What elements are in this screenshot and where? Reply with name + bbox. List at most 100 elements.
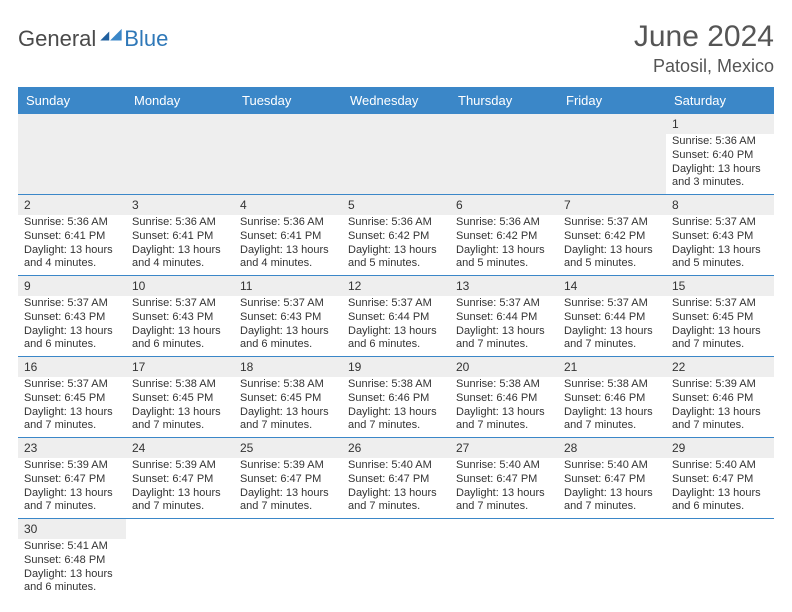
day-info: Sunrise: 5:36 AMSunset: 6:42 PMDaylight:…: [348, 216, 444, 271]
day-number-row: 10: [126, 276, 234, 296]
day-info: Sunrise: 5:36 AMSunset: 6:41 PMDaylight:…: [132, 216, 228, 271]
empty-cell: [558, 519, 666, 599]
empty-cell: [450, 519, 558, 599]
day-number: 15: [672, 279, 685, 293]
day-number: 17: [132, 360, 145, 374]
daylight-text: Daylight: 13 hours and 6 minutes.: [24, 325, 120, 353]
daylight-text: Daylight: 13 hours and 7 minutes.: [132, 406, 228, 434]
day-number: 20: [456, 360, 469, 374]
day-cell: 5 Sunrise: 5:36 AMSunset: 6:42 PMDaylight…: [342, 195, 450, 275]
sunrise-text: Sunrise: 5:37 AM: [24, 297, 120, 311]
daylight-text: Daylight: 13 hours and 6 minutes.: [672, 487, 768, 515]
day-cell: 12Sunrise: 5:37 AMSunset: 6:44 PMDayligh…: [342, 276, 450, 356]
day-number-row: 15: [666, 276, 774, 296]
day-cell: 19Sunrise: 5:38 AMSunset: 6:46 PMDayligh…: [342, 357, 450, 437]
day-info: Sunrise: 5:40 AMSunset: 6:47 PMDaylight:…: [564, 459, 660, 514]
day-number: 18: [240, 360, 253, 374]
sunrise-text: Sunrise: 5:41 AM: [24, 540, 120, 554]
day-number: 9: [24, 279, 31, 293]
day-number-row: 6: [450, 195, 558, 215]
day-number: 5: [348, 198, 355, 212]
day-number: 14: [564, 279, 577, 293]
day-cell: 15 Sunrise: 5:37 AMSunset: 6:45 PMDayligh…: [666, 276, 774, 356]
day-number-row: 1: [666, 114, 774, 134]
empty-cell: [234, 114, 342, 194]
sunset-text: Sunset: 6:40 PM: [672, 149, 768, 163]
day-number: 11: [240, 279, 252, 293]
day-number: 1: [672, 117, 679, 131]
sunrise-text: Sunrise: 5:37 AM: [348, 297, 444, 311]
daylight-text: Daylight: 13 hours and 5 minutes.: [564, 244, 660, 272]
sunset-text: Sunset: 6:47 PM: [24, 473, 120, 487]
day-number: 21: [564, 360, 577, 374]
sunset-text: Sunset: 6:42 PM: [564, 230, 660, 244]
sunset-text: Sunset: 6:41 PM: [132, 230, 228, 244]
day-number-row: 14: [558, 276, 666, 296]
day-info: Sunrise: 5:37 AMSunset: 6:44 PMDaylight:…: [564, 297, 660, 352]
weekday-header: Thursday: [450, 87, 558, 114]
sunset-text: Sunset: 6:44 PM: [564, 311, 660, 325]
day-number-row: 27: [450, 438, 558, 458]
sunset-text: Sunset: 6:47 PM: [456, 473, 552, 487]
day-number: 2: [24, 198, 31, 212]
sunset-text: Sunset: 6:47 PM: [240, 473, 336, 487]
daylight-text: Daylight: 13 hours and 3 minutes.: [672, 163, 768, 191]
daylight-text: Daylight: 13 hours and 6 minutes.: [348, 325, 444, 353]
location: Patosil, Mexico: [634, 56, 774, 77]
day-info: Sunrise: 5:37 AMSunset: 6:45 PMDaylight:…: [672, 297, 768, 352]
day-cell: 3Sunrise: 5:36 AMSunset: 6:41 PMDaylight…: [126, 195, 234, 275]
day-number: 7: [564, 198, 571, 212]
day-cell: 4Sunrise: 5:36 AMSunset: 6:41 PMDaylight…: [234, 195, 342, 275]
daylight-text: Daylight: 13 hours and 7 minutes.: [348, 406, 444, 434]
daylight-text: Daylight: 13 hours and 7 minutes.: [456, 325, 552, 353]
logo-text-general: General: [18, 26, 96, 52]
empty-cell: [18, 114, 126, 194]
day-info: Sunrise: 5:36 AMSunset: 6:40 PMDaylight:…: [672, 135, 768, 190]
daylight-text: Daylight: 13 hours and 7 minutes.: [24, 406, 120, 434]
sunset-text: Sunset: 6:47 PM: [672, 473, 768, 487]
sunset-text: Sunset: 6:46 PM: [564, 392, 660, 406]
daylight-text: Daylight: 13 hours and 6 minutes.: [132, 325, 228, 353]
daylight-text: Daylight: 13 hours and 7 minutes.: [564, 406, 660, 434]
day-cell: 25 Sunrise: 5:39 AMSunset: 6:47 PMDayligh…: [234, 438, 342, 518]
day-cell: 24Sunrise: 5:39 AMSunset: 6:47 PMDayligh…: [126, 438, 234, 518]
weekday-header-row: Sunday Monday Tuesday Wednesday Thursday…: [18, 87, 774, 114]
daylight-text: Daylight: 13 hours and 7 minutes.: [456, 406, 552, 434]
daylight-text: Daylight: 13 hours and 7 minutes.: [564, 487, 660, 515]
sunset-text: Sunset: 6:46 PM: [456, 392, 552, 406]
sunset-text: Sunset: 6:41 PM: [24, 230, 120, 244]
day-info: Sunrise: 5:38 AMSunset: 6:45 PMDaylight:…: [132, 378, 228, 433]
sunrise-text: Sunrise: 5:36 AM: [132, 216, 228, 230]
day-number-row: 25: [234, 438, 342, 458]
sunset-text: Sunset: 6:43 PM: [240, 311, 336, 325]
day-number-row: 22: [666, 357, 774, 377]
day-number-row: 11: [234, 276, 342, 296]
sunset-text: Sunset: 6:41 PM: [240, 230, 336, 244]
day-info: Sunrise: 5:39 AMSunset: 6:47 PMDaylight:…: [240, 459, 336, 514]
sunset-text: Sunset: 6:42 PM: [456, 230, 552, 244]
daylight-text: Daylight: 13 hours and 7 minutes.: [672, 325, 768, 353]
daylight-text: Daylight: 13 hours and 6 minutes.: [240, 325, 336, 353]
day-number-row: 7: [558, 195, 666, 215]
sunrise-text: Sunrise: 5:38 AM: [456, 378, 552, 392]
day-cell: 7Sunrise: 5:37 AMSunset: 6:42 PMDaylight…: [558, 195, 666, 275]
calendar: Sunday Monday Tuesday Wednesday Thursday…: [18, 87, 774, 599]
day-cell: 11Sunrise: 5:37 AMSunset: 6:43 PMDayligh…: [234, 276, 342, 356]
day-number: 25: [240, 441, 253, 455]
day-info: Sunrise: 5:38 AMSunset: 6:46 PMDaylight:…: [456, 378, 552, 433]
sunrise-text: Sunrise: 5:38 AM: [348, 378, 444, 392]
day-number-row: 4: [234, 195, 342, 215]
daylight-text: Daylight: 13 hours and 4 minutes.: [132, 244, 228, 272]
day-cell: 2 Sunrise: 5:36 AMSunset: 6:41 PMDaylight…: [18, 195, 126, 275]
day-number-row: 16: [18, 357, 126, 377]
day-info: Sunrise: 5:37 AMSunset: 6:43 PMDaylight:…: [132, 297, 228, 352]
sunrise-text: Sunrise: 5:38 AM: [132, 378, 228, 392]
day-number: 30: [24, 522, 37, 536]
daylight-text: Daylight: 13 hours and 4 minutes.: [24, 244, 120, 272]
sunrise-text: Sunrise: 5:39 AM: [672, 378, 768, 392]
sunrise-text: Sunrise: 5:37 AM: [564, 297, 660, 311]
day-info: Sunrise: 5:36 AMSunset: 6:41 PMDaylight:…: [24, 216, 120, 271]
day-number-row: 21: [558, 357, 666, 377]
day-number: 23: [24, 441, 37, 455]
day-info: Sunrise: 5:38 AMSunset: 6:46 PMDaylight:…: [564, 378, 660, 433]
